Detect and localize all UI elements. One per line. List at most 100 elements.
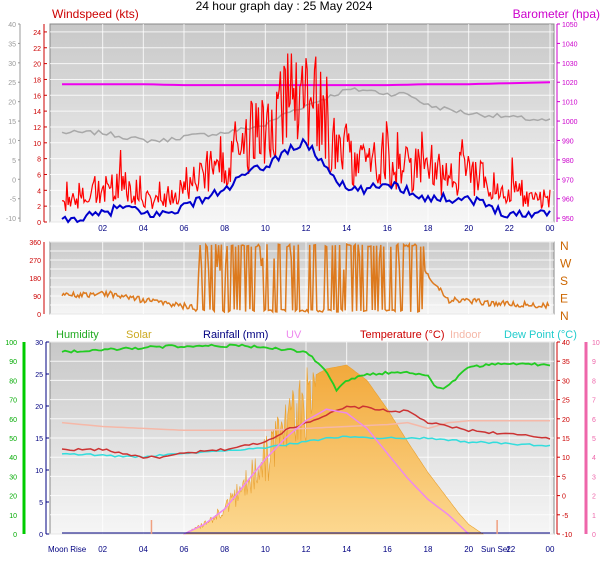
legend-item: Humidity (56, 329, 99, 341)
humidity-tick-label: 50 (9, 436, 17, 443)
direction-panel-series (61, 241, 550, 315)
barometer-tick-label: 1000 (562, 119, 578, 126)
windspeed-line (61, 137, 551, 224)
legend-item: UV (286, 329, 302, 341)
direction-tick-label: 180 (29, 276, 41, 283)
temperature-line (61, 405, 551, 459)
temperature-tick-label: 15 (8, 119, 16, 126)
wind-x-tick-label: 10 (261, 224, 270, 233)
temperature-tick-label: 40 (8, 22, 16, 29)
windspeed-tick-label: 18 (33, 77, 41, 84)
multi-x-tick-label: 08 (220, 545, 229, 554)
uv-tick-label: 2 (592, 494, 596, 501)
graph-title: 24 hour graph day : 25 May 2024 (196, 0, 373, 13)
wind-panel-background (50, 24, 554, 222)
uv-tick-label: 1 (592, 513, 596, 520)
multi-x-tick-label: 06 (180, 545, 189, 554)
uv-tick-label: 9 (592, 359, 596, 366)
wind-x-tick-label: 08 (220, 224, 229, 233)
multi-x-tick-label: 14 (342, 545, 351, 554)
humidity-tick-label: 10 (9, 513, 17, 520)
barometer-tick-label: 1020 (562, 80, 578, 87)
legend-item: Dew Point (°C) (504, 329, 577, 341)
multi-x-tick-label: 16 (383, 545, 392, 554)
temperature-tick-label: 10 (562, 455, 570, 462)
temperature-tick-label: 25 (562, 398, 570, 405)
compass-tick-label: S (560, 274, 568, 288)
temperature-tick-label: -10 (562, 532, 572, 539)
humidity-tick-label: 60 (9, 417, 17, 424)
humidity-tick-label: 30 (9, 474, 17, 481)
barometer-tick-label: 1040 (562, 41, 578, 48)
uv-tick-label: 8 (592, 378, 596, 385)
barometer-line (62, 81, 551, 87)
rainfall-axis: 0 5 10 15 20 25 30 (35, 340, 49, 539)
sun-set-label: Sun Set (481, 545, 510, 554)
rainfall-tick-label: 20 (35, 404, 43, 411)
temperature-line (61, 87, 551, 144)
rainfall-tick-label: 0 (39, 532, 43, 539)
temperature-tick-label: 0 (12, 177, 16, 184)
uv-axis: 0 1 2 3 4 5 6 7 8 9 10 (584, 340, 600, 539)
uv-tick-label: 6 (592, 417, 596, 424)
barometer-tick-label: 1050 (562, 22, 578, 29)
humidity-axis: 0 10 20 30 40 50 60 70 80 90 100 (5, 340, 26, 539)
windspeed-tick-label: 22 (33, 46, 41, 53)
multi-x-tick-label: 04 (139, 545, 148, 554)
wind-x-tick-label: 06 (180, 224, 189, 233)
temperature-tick-label: 30 (562, 378, 570, 385)
temperature-tick-label: 25 (8, 80, 16, 87)
wind-x-tick-label: 22 (505, 224, 514, 233)
windspeed-tick-label: 4 (37, 188, 41, 195)
multi-x-tick-label: 12 (302, 545, 311, 554)
barometer-tick-label: 980 (562, 158, 574, 165)
windspeed-tick-label: 12 (33, 125, 41, 132)
temperature-tick-label: 5 (562, 474, 566, 481)
multi-x-tick-label: 20 (464, 545, 473, 554)
compass-tick-label: E (560, 292, 568, 306)
rainfall-tick-label: 25 (35, 372, 43, 379)
multi-x-tick-label: 18 (424, 545, 433, 554)
humidity-tick-label: 90 (9, 359, 17, 366)
gust-line (61, 53, 551, 211)
uv-tick-label: 0 (592, 532, 596, 539)
wind-x-tick-label: 18 (424, 224, 433, 233)
compass-tick-label: N (560, 309, 569, 323)
legend-item: Temperature (°C) (360, 329, 444, 341)
windspeed-tick-label: 2 (37, 204, 41, 211)
humidity-tick-label: 40 (9, 455, 17, 462)
wind-x-tick-label: 12 (302, 224, 311, 233)
windspeed-tick-label: 10 (33, 141, 41, 148)
temperature-tick-label: 10 (8, 138, 16, 145)
temperature-tick-label: 40 (562, 340, 570, 347)
direction-tick-label: 360 (29, 240, 41, 247)
compass-tick-label: N (560, 239, 569, 253)
temperature-tick-label: 30 (8, 61, 16, 68)
wind-panel-x-axis: 02 04 06 08 10 12 14 16 18 20 22 00 (98, 224, 555, 233)
moon-rise-label: Moon Rise (48, 545, 87, 554)
rainfall-tick-label: 10 (35, 468, 43, 475)
multi-x-tick-label: 22 (506, 545, 515, 554)
direction-tick-label: 90 (33, 294, 41, 301)
direction-tick-label: 0 (37, 312, 41, 319)
humidity-tick-label: 70 (9, 398, 17, 405)
direction-degree-axis: 0 90 180 270 360 (29, 240, 45, 319)
temperature-tick-label: 0 (562, 494, 566, 501)
humidity-tick-label: 100 (5, 340, 17, 347)
barometer-tick-label: 950 (562, 216, 574, 223)
wind-panel-series (61, 53, 551, 224)
wind-x-tick-label: 20 (464, 224, 473, 233)
windspeed-tick-label: 20 (33, 62, 41, 69)
multi-x-tick-label: 02 (98, 545, 107, 554)
uv-tick-label: 7 (592, 398, 596, 405)
windspeed-tick-label: 14 (33, 109, 41, 116)
temperature-tick-label: 20 (8, 100, 16, 107)
barometer-tick-label: 1010 (562, 100, 578, 107)
barometer-tick-label: 970 (562, 177, 574, 184)
temperature-axis: -10 -5 0 5 10 15 20 25 30 35 40 (6, 22, 21, 223)
windspeed-tick-label: 16 (33, 93, 41, 100)
humidity-tick-label: 0 (13, 532, 17, 539)
indoor-line (61, 419, 550, 432)
